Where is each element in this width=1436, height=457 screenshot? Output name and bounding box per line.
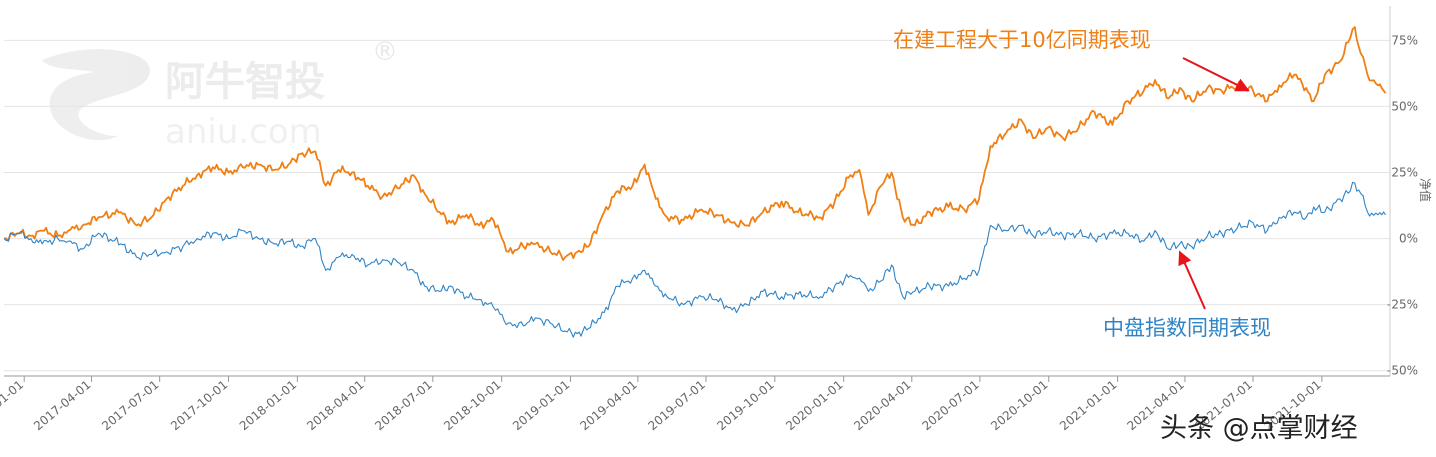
annotation-arrow (1178, 250, 1206, 310)
x-tick-label: 2017-10-01 (168, 378, 230, 434)
x-tick-label: 2019-04-01 (577, 378, 639, 434)
y-axis-label: 净值 (1418, 178, 1433, 202)
annotation-arrow (1182, 57, 1250, 92)
x-tick-label: 2020-07-01 (919, 378, 981, 434)
annotation-label: 在建工程大于10亿同期表现 (893, 28, 1151, 52)
x-tick-label: 2018-01-01 (237, 378, 299, 434)
x-tick-label: 2018-07-01 (372, 378, 434, 434)
watermark-swoosh-icon (42, 49, 150, 141)
watermark-site: aniu.com (165, 112, 322, 152)
watermark-brand: 阿牛智投 (165, 59, 325, 105)
y-axis: 75% 50% 25% 0% -25% -50% (1387, 6, 1418, 378)
x-tick-label: 2017-01-01 (0, 378, 26, 434)
x-tick-label: 2017-07-01 (99, 378, 161, 434)
x-tick-label: 2018-04-01 (304, 378, 366, 434)
y-tick-label: 0% (1399, 232, 1418, 246)
x-tick-label: 2020-01-01 (783, 378, 845, 434)
x-tick-label: 2017-04-01 (31, 378, 93, 434)
x-tick-label: 2021-01-01 (1057, 378, 1119, 434)
series-lines (3, 26, 1387, 338)
annotation-label: 中盘指数同期表现 (1103, 316, 1271, 340)
y-tick-label: 50% (1391, 99, 1418, 113)
x-tick-label: 2018-10-01 (441, 378, 503, 434)
series-line (3, 181, 1386, 338)
y-tick-label: -25% (1387, 298, 1418, 312)
gridlines (4, 39, 1390, 372)
series-line (3, 26, 1387, 261)
watermark-registered-mark: ® (372, 37, 398, 67)
x-tick-label: 2019-10-01 (714, 378, 776, 434)
x-tick-label: 2020-04-01 (851, 378, 913, 434)
y-tick-label: 25% (1391, 166, 1418, 180)
y-tick-label: -50% (1387, 364, 1418, 378)
x-tick-label: 2019-01-01 (510, 378, 572, 434)
source-credit: 头条 @点掌财经 (1160, 413, 1358, 444)
watermark-logo: 阿牛智投 ® aniu.com (42, 37, 398, 152)
x-tick-label: 2020-10-01 (988, 378, 1050, 434)
y-tick-label: 75% (1391, 33, 1418, 47)
x-tick-label: 2019-07-01 (645, 378, 707, 434)
